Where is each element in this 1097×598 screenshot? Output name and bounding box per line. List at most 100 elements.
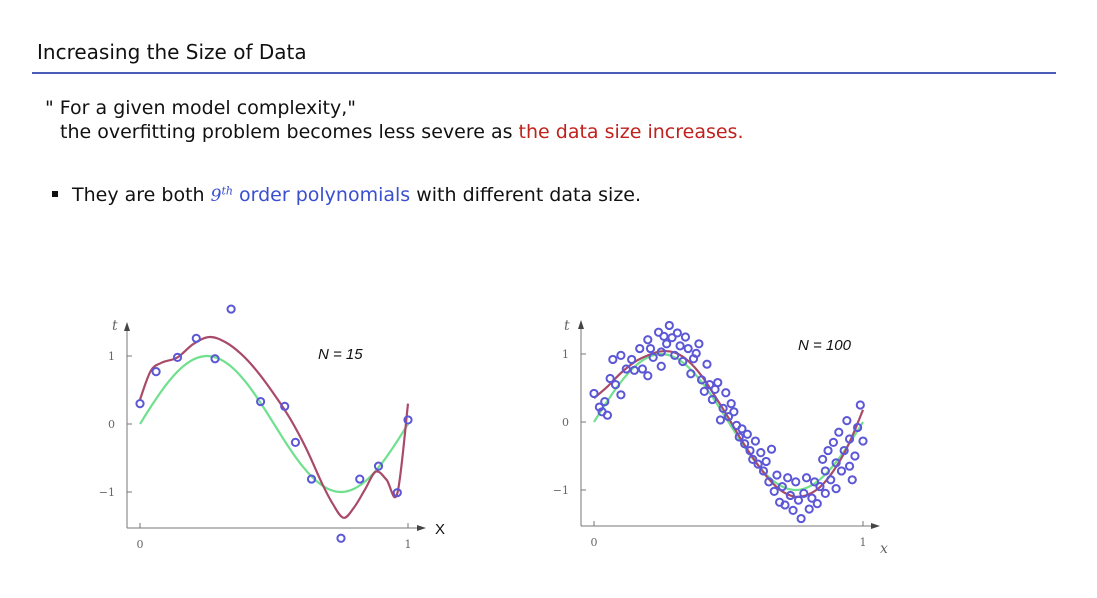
data-point [610,380,621,390]
data-point [643,371,653,381]
x-axis-arrow-icon [417,525,426,531]
data-point [705,380,715,390]
data-point [643,335,653,345]
data-point [745,445,755,456]
data-point [691,348,701,358]
data-point [355,474,365,484]
data-point [280,401,290,411]
data-point [764,477,774,487]
data-point [780,500,790,510]
data-point [589,388,599,399]
bullet-text-pre: They are both [72,184,211,206]
data-point [726,399,736,409]
data-point [820,488,830,498]
data-point [756,448,766,458]
data-point [836,466,847,476]
data-point [801,473,812,483]
data-point [818,454,828,464]
data-point [847,475,857,485]
quote-line-2: the overfitting problem becomes less sev… [45,120,744,144]
data-point [210,354,220,364]
y-axis-label: t [564,318,570,334]
order-math: 9th [210,184,233,206]
data-point [290,437,301,447]
data-point [605,373,615,384]
y-tick-label: −1 [553,484,569,497]
chart-2: 1 0 −1 0 1 t x N = 100 [553,318,888,557]
data-point [226,304,236,314]
data-point [721,388,731,398]
data-point [853,422,863,433]
data-point [306,474,317,484]
y-tick-label: 1 [108,350,115,363]
quote-highlight: the data size increases. [518,121,744,143]
bullet-highlight: order polynomials [233,184,410,206]
data-point [664,320,674,331]
data-point [336,533,346,543]
data-point [777,482,787,492]
data-point [172,352,183,362]
data-point [750,436,761,446]
y-tick-label: 0 [562,416,569,429]
data-point [702,359,712,369]
data-point [831,484,841,494]
order-superscript: th [221,184,233,198]
data-point [151,367,161,377]
data-point [135,399,145,409]
data-point [834,427,844,437]
y-tick-label: 0 [108,418,115,431]
bullet-item: They are both 9th order polynomials with… [52,184,641,206]
data-point [707,394,717,405]
data-point [670,350,680,360]
data-point [656,361,666,371]
bullet-text-post: with different data size. [410,184,642,206]
data-point [858,436,868,446]
data-point [600,397,610,407]
bullet-highlight-text: order polynomials [239,184,411,206]
data-point [191,333,201,343]
data-point [791,477,801,487]
data-point [662,339,672,349]
data-point [766,444,777,454]
slide-title: Increasing the Size of Data [37,40,307,64]
data-point [608,354,618,365]
data-point [820,466,830,476]
data-point [392,488,402,498]
data-point [694,339,704,349]
data-point [809,477,820,487]
data-point [772,470,782,480]
x-tick-label: 0 [591,536,598,549]
data-point [823,445,833,456]
data-point [785,490,795,501]
data-point [715,415,726,425]
polynomial-fit-curve [138,335,410,519]
y-axis-arrow-icon [578,320,584,329]
data-point [850,451,860,461]
x-axis-label: X [435,521,445,538]
data-point [842,416,852,426]
data-point [807,493,817,503]
sample-size-label: N = 100 [798,337,852,354]
data-point [831,458,841,468]
data-point [737,424,747,434]
x-tick-label: 1 [860,536,867,549]
data-point [793,495,804,505]
data-point [844,434,855,444]
order-base: 9 [210,186,222,206]
data-point [672,328,682,338]
y-tick-label: −1 [99,486,115,499]
y-tick-label: 1 [562,348,569,361]
data-point [796,513,806,524]
data-point [645,343,656,354]
data-point [788,505,798,515]
data-point [621,364,631,374]
data-point [718,403,728,413]
polynomial-fit-curve [593,349,865,499]
data-point [686,369,696,379]
data-point [729,407,739,417]
data-point [616,390,626,400]
data-point [740,439,750,449]
data-point [769,486,779,496]
x-axis-label: x [880,541,888,557]
